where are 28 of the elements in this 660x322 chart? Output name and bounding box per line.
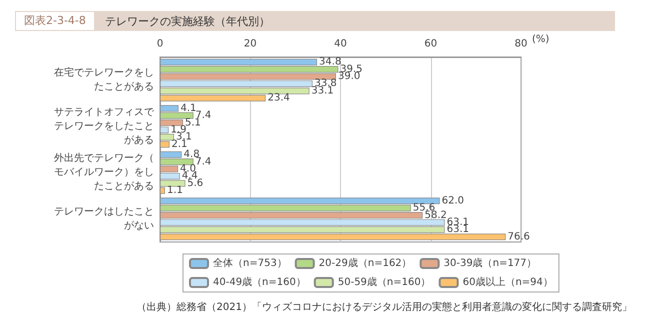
y-tick-label: 外出先でテレワーク（モバイルワーク）をしたことがある [54, 152, 154, 192]
x-axis-title: (%) [532, 34, 550, 45]
legend-label: 全体（n=753） [213, 257, 287, 269]
y-tick-label: 在宅でテレワークをしたことがある [54, 66, 154, 93]
data-label: 34.8 [319, 56, 342, 68]
y-tick-label: サテライトオフィスでテレワークをしたことがある [54, 106, 155, 146]
x-tick-label: 40 [334, 38, 347, 50]
text: （出典）総務省（2021）「ウィズコロナにおけるデジタル活用の実態と利用者意識の変化に関する調査研究」 [136, 300, 632, 314]
data-label: 4.1 [180, 102, 196, 114]
x-tick-label: 60 [424, 38, 438, 50]
data-label: 63.1 [446, 224, 470, 236]
data-label: 5.1 [185, 117, 201, 128]
y-tick-label: テレワークはしたことがない [54, 206, 154, 232]
x-tick-label: 80 [514, 38, 528, 50]
data-label: 7.4 [195, 156, 212, 168]
chart-title: テレワークの実施経験（年代別） [104, 14, 270, 28]
legend-label: 60歳以上（n=94） [462, 276, 553, 288]
x-tick-label: 20 [244, 38, 257, 50]
legend-label: 20-29歳（n=162） [318, 257, 412, 269]
data-label: 76.6 [508, 231, 530, 242]
legend-label: 50-59歳（n=160） [338, 276, 431, 288]
x-tick-label: 0 [156, 38, 164, 50]
legend-label: 30-39歳（n=177） [444, 257, 537, 269]
data-label: 23.4 [268, 92, 290, 104]
data-label: 62.0 [442, 195, 464, 206]
data-label: 1.1 [166, 185, 183, 196]
legend-label: 40-49歳（n=160） [213, 276, 306, 288]
text: 図表2-3-4-8 [15, 11, 95, 31]
